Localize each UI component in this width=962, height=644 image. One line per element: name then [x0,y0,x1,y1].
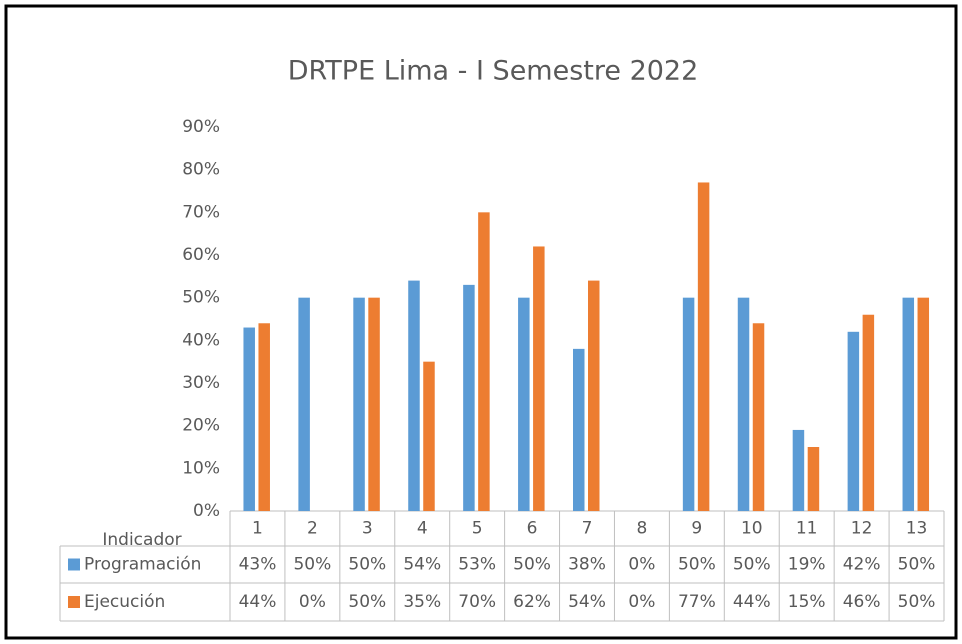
table-value: 50% [898,555,936,575]
table-value: 53% [458,555,496,575]
bar [807,447,820,511]
table-value: 19% [788,555,826,575]
bar [353,297,365,511]
table-value: 0% [628,592,655,612]
bar [862,314,875,511]
bar [847,331,860,511]
y-tick-label: 30% [182,373,220,393]
table-value: 50% [678,555,716,575]
table-value: 0% [299,592,326,612]
chart-title: DRTPE Lima - I Semestre 2022 [288,56,699,87]
table-value: 50% [293,555,331,575]
table-value: 54% [568,592,606,612]
x-tick-label: 6 [527,519,538,539]
bar [478,212,490,512]
x-tick-label: 1 [252,519,263,539]
bar [737,297,750,511]
legend-key [68,558,80,571]
x-tick-label: 9 [691,519,702,539]
x-tick-label: 7 [582,519,593,539]
table-value: 0% [628,555,655,575]
legend-label: Ejecución [84,592,165,612]
table-value: 42% [843,555,881,575]
table-value: 50% [348,592,386,612]
table-value: 50% [898,592,936,612]
bar [533,246,545,511]
y-tick-label: 0% [193,501,220,521]
table-value: 15% [788,592,826,612]
legend-key [68,596,80,608]
y-tick-label: 80% [182,160,220,180]
table-value: 50% [513,555,551,575]
bar [423,361,435,511]
x-tick-label: 12 [851,519,873,539]
x-tick-label: 2 [307,519,318,539]
bar [298,297,310,511]
x-tick-label: 10 [741,519,763,539]
bar [243,327,255,511]
x-tick-label: 5 [472,519,483,539]
bar [792,429,805,511]
bar [368,297,380,511]
table-value: 50% [348,555,386,575]
bar [682,297,695,511]
bar [408,280,420,511]
table-value: 35% [403,592,441,612]
bar [573,348,585,511]
table-value: 70% [458,592,496,612]
x-tick-label: 11 [796,519,818,539]
y-tick-label: 60% [182,245,220,265]
y-tick-label: 50% [182,288,220,308]
y-tick-label: 10% [182,458,220,478]
x-tick-label: 3 [362,519,373,539]
table-value: 77% [678,592,716,612]
legend-label: Programación [84,555,201,575]
bar [917,297,930,511]
bar [518,297,530,511]
bar [697,182,710,511]
bar [588,280,600,511]
x-tick-label: 13 [906,519,928,539]
table-value: 46% [843,592,881,612]
table-value: 62% [513,592,551,612]
table-value: 50% [733,555,771,575]
y-tick-label: 90% [182,117,220,137]
x-axis-label: Indicador [102,530,181,550]
bar [902,297,915,511]
bar [258,323,270,511]
table-value: 44% [239,592,277,612]
y-tick-label: 20% [182,416,220,436]
x-tick-label: 4 [417,519,428,539]
bar [463,284,475,511]
y-tick-label: 70% [182,202,220,222]
table-value: 43% [239,555,277,575]
table-value: 44% [733,592,771,612]
bar [752,323,765,511]
x-tick-label: 8 [637,519,648,539]
y-tick-label: 40% [182,330,220,350]
table-value: 54% [403,555,441,575]
table-value: 38% [568,555,606,575]
